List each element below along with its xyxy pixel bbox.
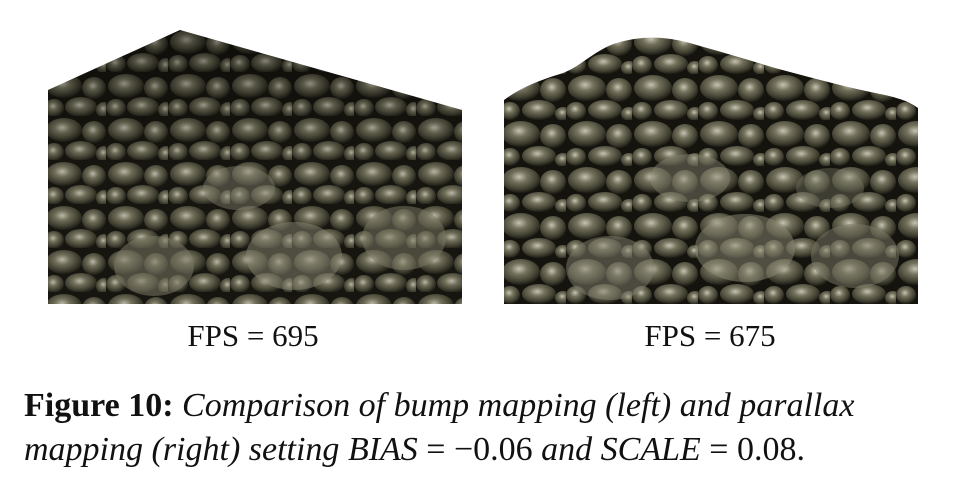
parallax-mapping-render (500, 28, 920, 306)
bump-mapping-render (44, 28, 464, 306)
figure-label: Figure 10: (24, 387, 174, 424)
caption-scale-name: SCALE (600, 431, 701, 468)
caption-text: Comparison of bump mapping (left) and pa… (24, 387, 855, 468)
fps-label-left: FPS = 695 (187, 318, 319, 353)
caption-equals-1: = (417, 431, 454, 468)
caption-and: and (532, 431, 601, 468)
caption-equals-2: = (700, 431, 737, 468)
caption-scale-value: 0.08. (736, 431, 805, 468)
caption-bias-name: BIAS (347, 431, 418, 468)
figure-caption: Figure 10: Comparison of bump mapping (l… (24, 384, 954, 472)
caption-bias-value: −0.06 (453, 431, 533, 468)
fps-label-right: FPS = 675 (644, 318, 776, 353)
